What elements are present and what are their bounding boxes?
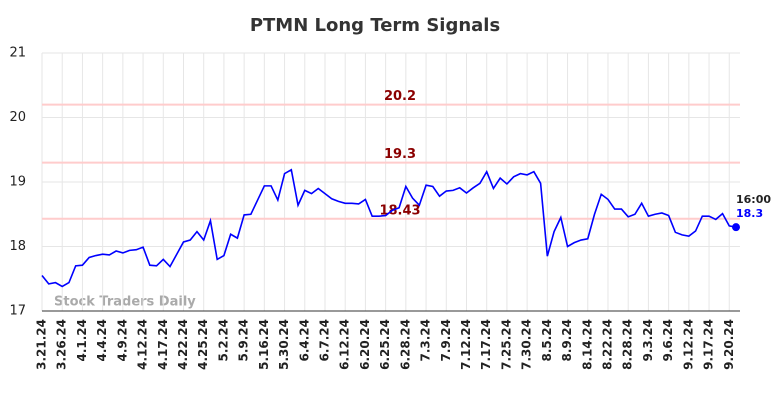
last-value: 18.3 [736, 207, 763, 220]
y-tick-label: 19 [9, 175, 26, 190]
x-tick-label: 5.2.24 [216, 319, 230, 362]
y-tick-label: 21 [9, 46, 26, 61]
x-tick-label: 7.30.24 [520, 319, 534, 370]
chart-title: PTMN Long Term Signals [250, 15, 500, 36]
watermark: Stock Traders Daily [54, 295, 196, 310]
level-label: 19.3 [384, 147, 416, 162]
x-tick-label: 5.9.24 [237, 319, 251, 362]
last-point [732, 223, 740, 232]
x-tick-label: 6.25.24 [378, 319, 392, 370]
x-tick-label: 6.28.24 [398, 319, 412, 370]
x-tick-label: 4.22.24 [176, 319, 190, 370]
x-tick-label: 7.12.24 [459, 319, 473, 370]
x-tick-label: 8.9.24 [560, 319, 574, 362]
x-tick-label: 4.12.24 [136, 319, 150, 370]
x-tick-label: 8.28.24 [621, 319, 635, 370]
x-tick-label: 8.14.24 [580, 319, 594, 370]
x-tick-label: 7.9.24 [439, 319, 453, 362]
x-tick-label: 7.17.24 [479, 319, 493, 370]
x-tick-label: 3.21.24 [35, 319, 49, 370]
x-tick-label: 6.12.24 [338, 319, 352, 370]
x-tick-label: 4.4.24 [95, 319, 109, 362]
x-tick-label: 9.3.24 [641, 319, 655, 362]
x-tick-label: 9.12.24 [681, 319, 695, 370]
series-line [41, 168, 737, 288]
x-tick-label: 7.3.24 [419, 319, 433, 362]
x-tick-label: 9.17.24 [702, 319, 716, 370]
x-tick-label: 3.26.24 [55, 319, 69, 370]
x-tick-label: 7.25.24 [499, 319, 513, 370]
x-tick-label: 5.30.24 [277, 319, 291, 370]
y-tick-label: 17 [9, 304, 26, 319]
x-tick-label: 4.25.24 [196, 319, 210, 370]
x-tick-label: 6.20.24 [358, 319, 372, 370]
x-tick-label: 6.4.24 [297, 319, 311, 362]
x-tick-label: 4.1.24 [75, 319, 89, 362]
x-tick-label: 9.6.24 [661, 319, 675, 362]
x-tick-label: 4.9.24 [115, 319, 129, 362]
x-tick-label: 9.20.24 [722, 319, 736, 370]
x-tick-label: 6.7.24 [317, 319, 331, 362]
y-tick-label: 18 [9, 239, 26, 254]
x-tick-label: 4.17.24 [156, 319, 170, 370]
level-label: 18.43 [379, 203, 420, 218]
x-tick-label: 8.5.24 [540, 319, 554, 362]
x-tick-label: 5.16.24 [257, 319, 271, 370]
x-tick-label: 8.22.24 [600, 319, 614, 370]
level-label: 20.2 [384, 89, 416, 104]
last-time: 16:00 [736, 193, 771, 206]
y-tick-label: 20 [9, 110, 26, 125]
